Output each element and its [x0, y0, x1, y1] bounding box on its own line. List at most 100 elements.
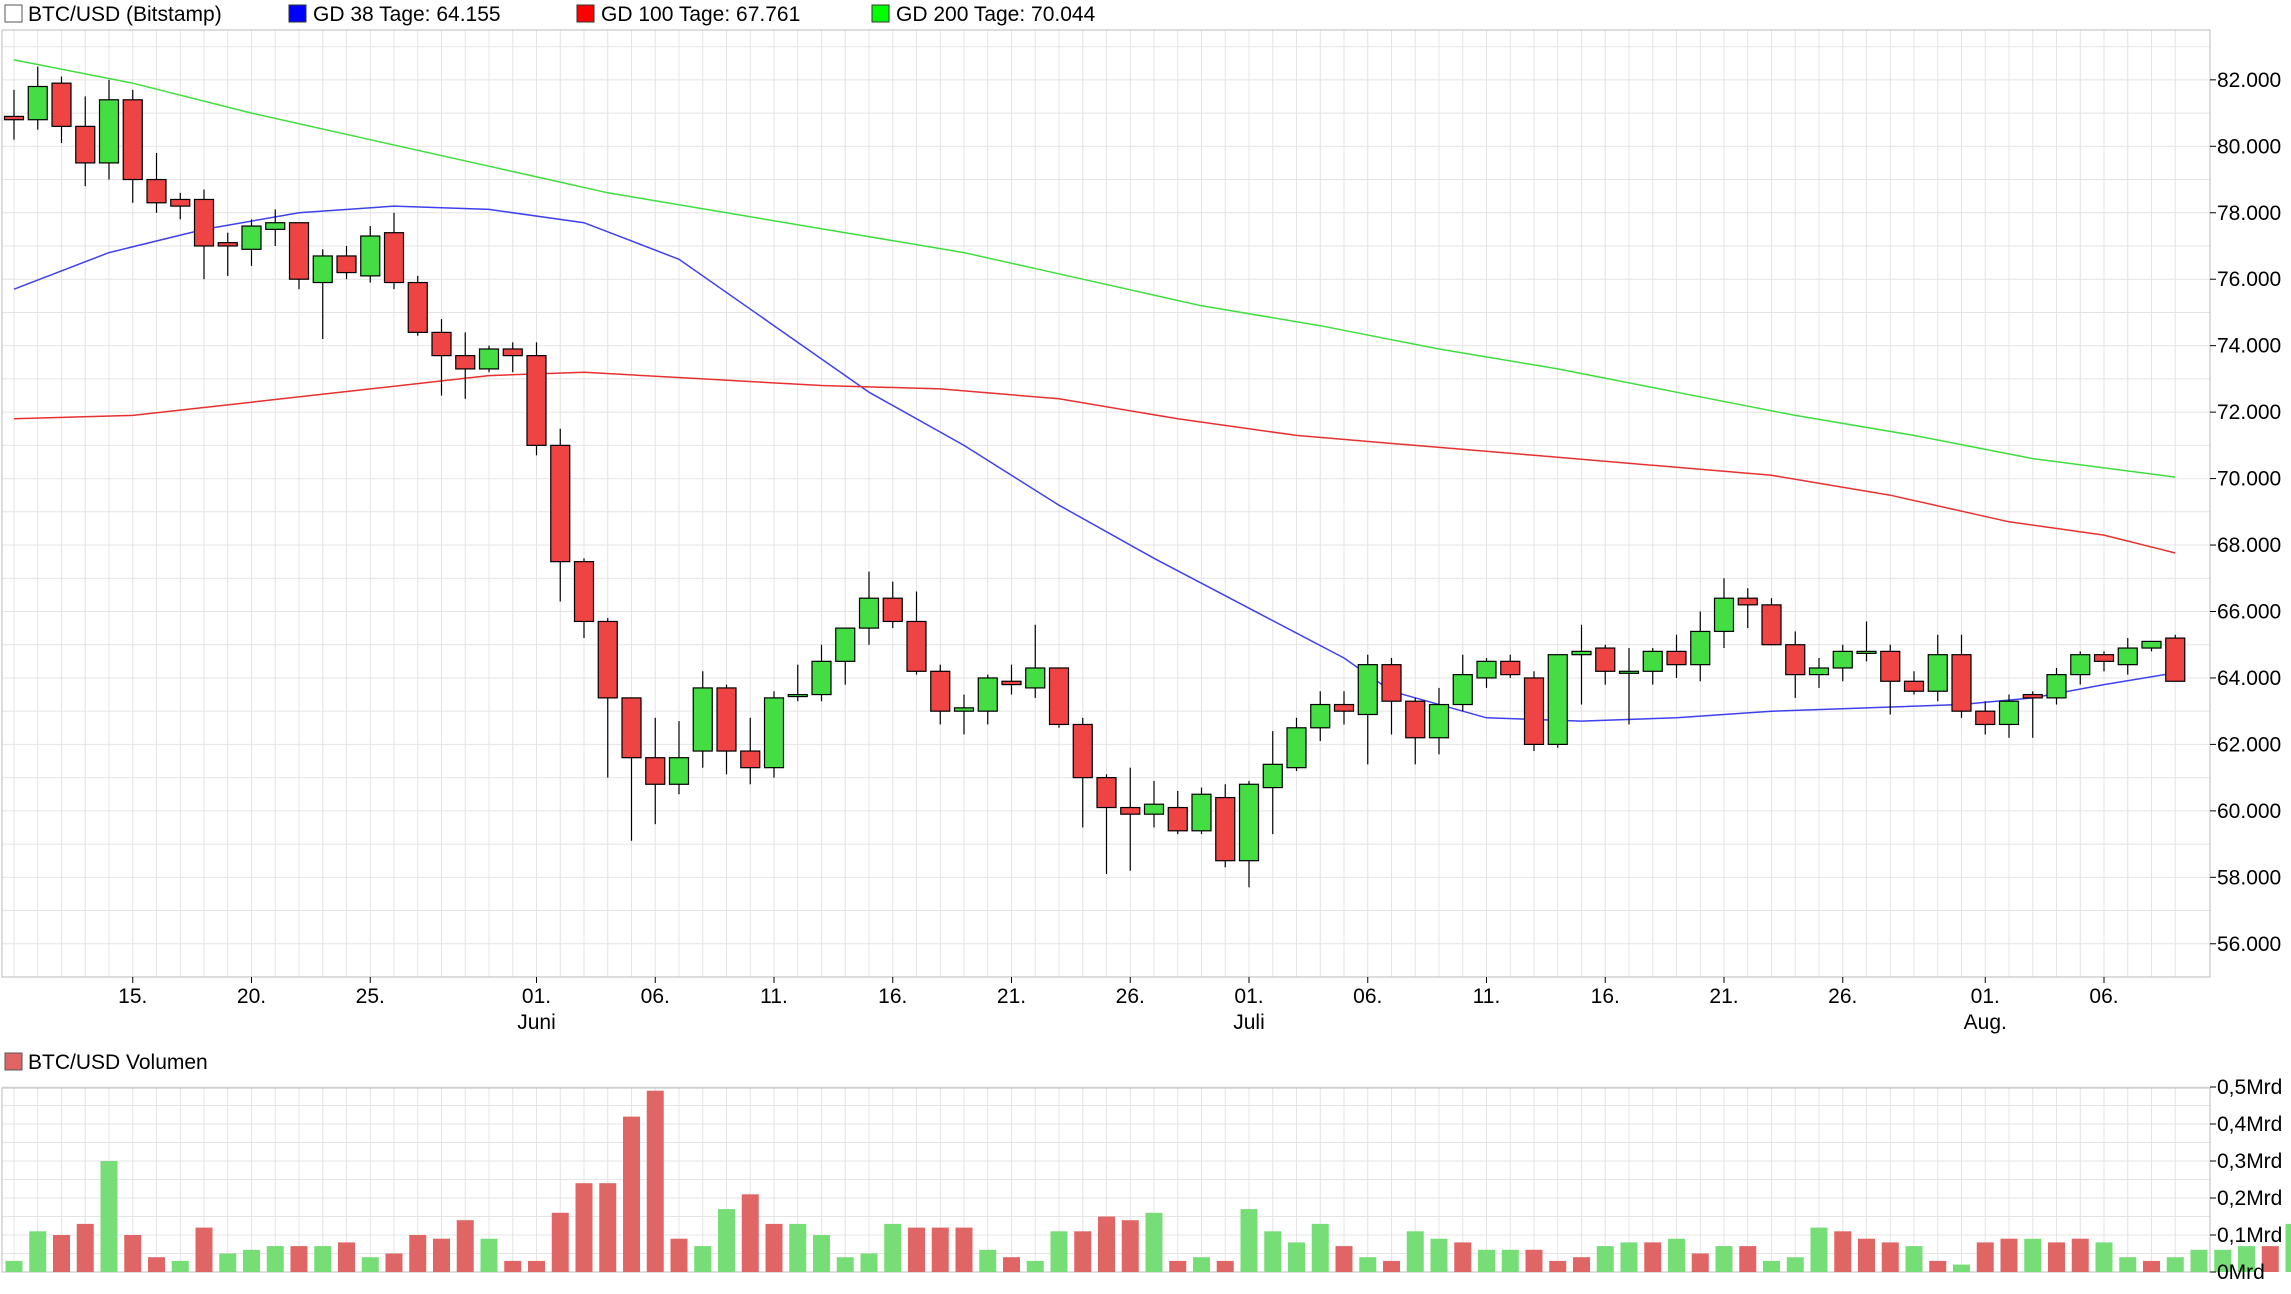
- y-tick-label: 72.000: [2217, 401, 2281, 424]
- volume-y-tick-label: 0,2Mrd: [2217, 1187, 2282, 1210]
- volume-bar: [409, 1235, 426, 1272]
- volume-bar: [1597, 1246, 1614, 1272]
- legend-gd100: GD 100 Tage: 67.761: [601, 3, 800, 26]
- candle-body: [598, 621, 617, 697]
- candle-body: [218, 243, 237, 246]
- candle-body: [741, 751, 760, 768]
- candle-body: [456, 356, 475, 369]
- candle-body: [955, 708, 974, 711]
- y-tick-label: 78.000: [2217, 202, 2281, 225]
- volume-bar: [291, 1246, 308, 1272]
- candle-body: [765, 698, 784, 768]
- volume-bar: [671, 1239, 688, 1272]
- x-tick-label: 25.: [356, 985, 385, 1008]
- candle-body: [551, 445, 570, 561]
- candle-body: [1335, 705, 1354, 712]
- volume-bar: [338, 1242, 355, 1272]
- candle-body: [1453, 675, 1472, 705]
- legend-title: BTC/USD (Bitstamp): [28, 3, 222, 26]
- candle-body: [1168, 808, 1187, 831]
- candle-body: [28, 86, 47, 119]
- candle-body: [1358, 665, 1377, 715]
- candle-body: [1026, 668, 1045, 688]
- volume-bar: [1478, 1250, 1495, 1272]
- candle-body: [883, 598, 902, 621]
- candle-body: [1905, 681, 1924, 691]
- volume-bar: [267, 1246, 284, 1272]
- volume-bar: [2286, 1224, 2291, 1272]
- candle-body: [313, 256, 332, 283]
- volume-bar: [433, 1239, 450, 1272]
- legend-swatch-gd200: [872, 5, 889, 22]
- volume-bar: [1692, 1254, 1709, 1273]
- candle-body: [1857, 651, 1876, 653]
- y-tick-label: 64.000: [2217, 667, 2281, 690]
- volume-bar: [314, 1246, 331, 1272]
- volume-bar: [148, 1257, 165, 1272]
- y-tick-label: 56.000: [2217, 933, 2281, 956]
- candle-body: [242, 226, 261, 249]
- volume-bar: [1573, 1257, 1590, 1272]
- candle: [527, 342, 546, 455]
- volume-bar: [908, 1228, 925, 1272]
- volume-bar: [1193, 1257, 1210, 1272]
- volume-bar: [766, 1224, 783, 1272]
- candle-body: [622, 698, 641, 758]
- candle-body: [2023, 695, 2042, 698]
- x-tick-label: 11.: [1473, 985, 1501, 1008]
- candle-body: [503, 349, 522, 356]
- volume-bar: [1312, 1224, 1329, 1272]
- volume-bar: [1383, 1261, 1400, 1272]
- volume-bar: [599, 1183, 616, 1272]
- candle-body: [1620, 671, 1639, 673]
- y-tick-label: 74.000: [2217, 335, 2281, 358]
- volume-bar: [552, 1213, 569, 1272]
- volume-bar: [1264, 1231, 1281, 1272]
- volume-bar: [1621, 1242, 1638, 1272]
- y-tick-label: 68.000: [2217, 534, 2281, 557]
- candle-body: [1833, 651, 1852, 668]
- candle-body: [2166, 638, 2185, 681]
- candle-body: [266, 223, 285, 230]
- volume-bar: [1549, 1261, 1566, 1272]
- candle-body: [1786, 645, 1805, 675]
- volume-bar: [2096, 1242, 2113, 1272]
- candle-body: [1762, 605, 1781, 645]
- candle-body: [1192, 794, 1211, 831]
- x-tick-label: 01.: [522, 985, 551, 1008]
- x-tick-label: 06.: [2089, 985, 2118, 1008]
- candle-body: [670, 758, 689, 785]
- volume-bar: [1431, 1239, 1448, 1272]
- x-tick-label: 01.: [1971, 985, 2000, 1008]
- candle-body: [2118, 648, 2137, 665]
- volume-bar: [1953, 1265, 1970, 1272]
- volume-bar: [1929, 1261, 1946, 1272]
- volume-bar: [718, 1209, 735, 1272]
- candle: [290, 223, 309, 289]
- candle-body: [1430, 705, 1449, 738]
- volume-bar: [647, 1091, 664, 1272]
- candle-body: [1121, 808, 1140, 815]
- candle-body: [1643, 651, 1662, 671]
- x-tick-label: 11.: [760, 985, 788, 1008]
- volume-bar: [2119, 1257, 2136, 1272]
- volume-bar: [884, 1224, 901, 1272]
- candle-body: [2071, 655, 2090, 675]
- candle-body: [408, 283, 427, 333]
- volume-bar: [837, 1257, 854, 1272]
- legend-swatch-btc: [5, 5, 22, 22]
- candle-body: [1738, 598, 1757, 605]
- volume-bar: [694, 1246, 711, 1272]
- volume-bar: [77, 1224, 94, 1272]
- volume-bar: [362, 1257, 379, 1272]
- volume-bar: [1644, 1242, 1661, 1272]
- candle-body: [337, 256, 356, 273]
- volume-bar: [742, 1194, 759, 1272]
- volume-bar: [1668, 1239, 1685, 1272]
- candle-body: [527, 356, 546, 446]
- volume-bar: [29, 1231, 46, 1272]
- volume-bar: [504, 1261, 521, 1272]
- volume-legend: BTC/USD Volumen: [5, 1051, 208, 1074]
- candle-body: [1501, 661, 1520, 674]
- candle-body: [2047, 675, 2066, 698]
